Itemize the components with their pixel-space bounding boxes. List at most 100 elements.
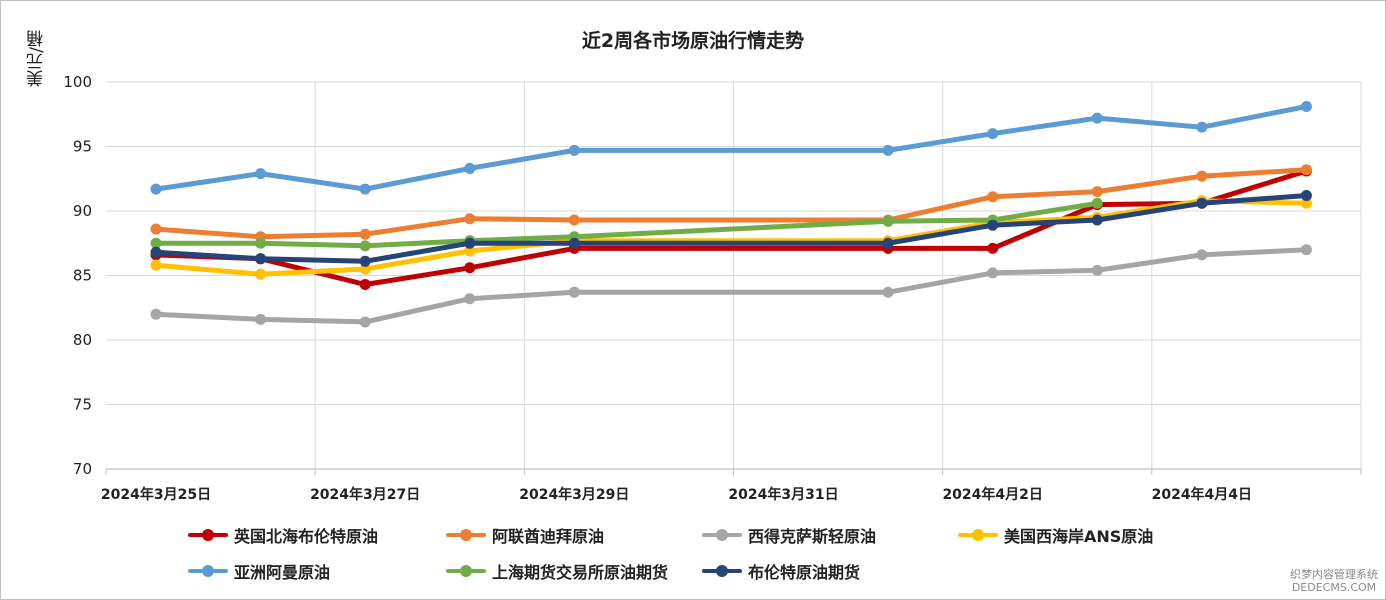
- legend-item: 上海期货交易所原油期货: [444, 558, 668, 584]
- data-point: [882, 286, 894, 298]
- data-point: [255, 253, 267, 265]
- data-point: [1091, 186, 1103, 198]
- watermark: 织梦内容管理系统 DEDECMS.COM: [1290, 568, 1378, 594]
- data-point: [464, 245, 476, 257]
- legend-swatch-icon: [700, 558, 744, 584]
- y-tick-label: 95: [73, 138, 92, 156]
- data-point: [882, 237, 894, 249]
- y-tick-label: 90: [73, 202, 92, 220]
- data-point: [1196, 249, 1208, 261]
- y-tick-label: 75: [73, 396, 92, 414]
- legend-item: 阿联酋迪拜原油: [444, 522, 604, 548]
- data-point: [464, 237, 476, 249]
- x-tick-label: 2024年3月27日: [310, 486, 420, 503]
- series-line: [153, 247, 1309, 325]
- series-line: [153, 193, 1309, 264]
- data-point: [568, 144, 580, 156]
- legend-item: 亚洲阿曼原油: [186, 558, 330, 584]
- series-lines: [150, 101, 1312, 328]
- data-point: [359, 279, 371, 291]
- legend-label: 亚洲阿曼原油: [234, 563, 331, 582]
- y-tick-label: 85: [73, 267, 92, 285]
- legend-item: 布伦特原油期货: [700, 558, 860, 584]
- x-tick-label: 2024年4月4日: [1152, 486, 1252, 503]
- data-point: [1091, 214, 1103, 226]
- y-tick-label: 80: [73, 331, 92, 349]
- data-point: [150, 259, 162, 271]
- data-point: [464, 293, 476, 305]
- data-point: [1300, 101, 1312, 113]
- data-point: [255, 268, 267, 280]
- legend-swatch-icon: [444, 522, 488, 548]
- data-point: [359, 316, 371, 328]
- data-point: [1091, 264, 1103, 276]
- x-tick-label: 2024年3月25日: [101, 486, 211, 503]
- x-tick-label: 2024年3月29日: [519, 486, 629, 503]
- x-tick-label: 2024年4月2日: [942, 486, 1042, 503]
- data-point: [1300, 190, 1312, 202]
- data-point: [1196, 121, 1208, 133]
- x-tick-label: 2024年3月31日: [728, 486, 838, 503]
- data-point: [359, 255, 371, 267]
- data-point: [987, 242, 999, 254]
- y-tick-label: 100: [63, 73, 92, 91]
- data-point: [987, 219, 999, 231]
- data-point: [359, 228, 371, 240]
- chart-title: 近2周各市场原油行情走势: [581, 30, 805, 52]
- data-point: [359, 183, 371, 195]
- data-point: [1300, 197, 1312, 209]
- legend-item: 西得克萨斯轻原油: [700, 522, 876, 548]
- data-point: [568, 214, 580, 226]
- series-7: [150, 190, 1312, 267]
- data-point: [150, 237, 162, 249]
- y-tick-label: 70: [73, 460, 92, 478]
- data-point: [255, 168, 267, 180]
- legend-swatch-icon: [700, 522, 744, 548]
- legend-swatch-icon: [956, 522, 1000, 548]
- data-point: [882, 215, 894, 227]
- legend-label: 布伦特原油期货: [748, 563, 861, 582]
- series-line: [153, 167, 1309, 240]
- data-point: [1300, 164, 1312, 176]
- series-line: [153, 104, 1309, 192]
- data-point: [359, 240, 371, 252]
- series-line: [153, 200, 1100, 249]
- data-point: [1196, 170, 1208, 182]
- data-point: [1091, 197, 1103, 209]
- axes: 70 75 80 85 90 95 100 2024年3月25日 2024年3月27日 2024年…: [63, 73, 1362, 503]
- data-point: [150, 308, 162, 320]
- legend-label: 美国西海岸ANS原油: [1004, 527, 1154, 546]
- data-point: [464, 262, 476, 274]
- data-point: [568, 237, 580, 249]
- data-point: [1196, 197, 1208, 209]
- watermark-line2: DEDECMS.COM: [1291, 581, 1377, 594]
- series-5: [150, 101, 1312, 195]
- data-point: [150, 246, 162, 258]
- line-chart-plot: 70 75 80 85 90 95 100 2024年3月25日 2024年3月27日 2024年…: [63, 73, 1362, 503]
- legend-item: 美国西海岸ANS原油: [956, 522, 1153, 548]
- data-point: [359, 263, 371, 275]
- data-point: [987, 128, 999, 140]
- gridlines: [106, 81, 1362, 469]
- legend-label: 西得克萨斯轻原油: [748, 527, 877, 546]
- legend-label: 上海期货交易所原油期货: [492, 563, 669, 582]
- series-3: [150, 244, 1312, 328]
- data-point: [464, 213, 476, 225]
- legend-item: 英国北海布伦特原油: [186, 522, 378, 548]
- data-point: [150, 183, 162, 195]
- data-point: [1091, 112, 1103, 124]
- data-point: [1300, 244, 1312, 256]
- data-point: [150, 223, 162, 235]
- legend-swatch-icon: [444, 558, 488, 584]
- legend-label: 阿联酋迪拜原油: [492, 527, 605, 546]
- legend-swatch-icon: [186, 558, 230, 584]
- legend: 英国北海布伦特原油 阿联酋迪拜原油 西得克萨斯轻原油 美国西海岸ANS原油亚洲阿曼原油…: [0, 520, 1386, 590]
- data-point: [255, 313, 267, 325]
- data-point: [464, 162, 476, 174]
- legend-swatch-icon: [186, 522, 230, 548]
- legend-label: 英国北海布伦特原油: [234, 527, 379, 546]
- data-point: [255, 237, 267, 249]
- data-point: [568, 286, 580, 298]
- series-2: [150, 164, 1312, 243]
